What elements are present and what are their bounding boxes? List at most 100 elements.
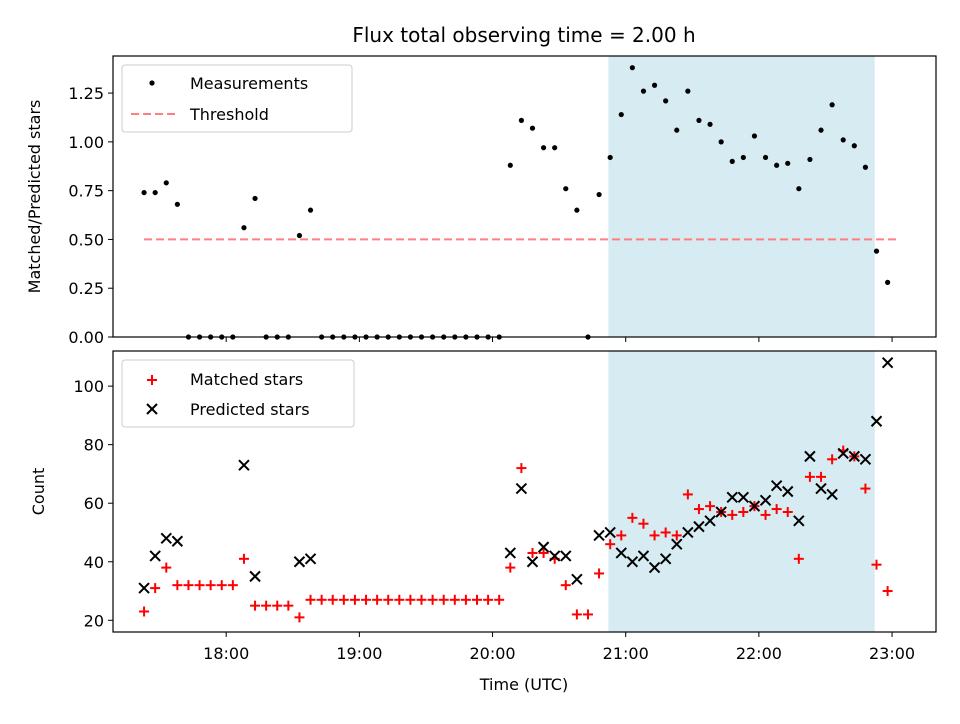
predicted-star-point	[826, 488, 838, 501]
x-axis-label: Time (UTC)	[479, 675, 568, 694]
matched-star-point	[405, 594, 416, 605]
predicted-star-point	[138, 582, 150, 594]
matched-star-point	[560, 580, 571, 591]
matched-star-point	[194, 580, 205, 591]
legend-measurements-marker	[149, 80, 155, 86]
matched-star-point	[760, 509, 771, 520]
x-tick-label: 18:00	[203, 644, 249, 663]
matched-star-point	[793, 553, 804, 564]
measurement-point	[873, 248, 880, 254]
predicted-star-point	[759, 494, 772, 506]
predicted-star-point	[837, 447, 849, 460]
matched-star-point	[383, 594, 394, 605]
predicted-star-point	[848, 450, 861, 463]
bottom-legend-box	[121, 359, 355, 428]
y-tick-label: 20	[84, 611, 104, 630]
measurement-point	[241, 225, 247, 231]
matched-star-point	[738, 506, 749, 517]
y-tick-label: 0.75	[68, 182, 104, 201]
measurement-point	[307, 207, 314, 213]
top-legend-box	[121, 64, 353, 133]
predicted-star-point	[615, 547, 627, 559]
matched-star-point	[227, 580, 238, 591]
predicted-star-point	[648, 561, 661, 574]
matched-star-point	[860, 483, 871, 494]
measurement-point	[651, 82, 658, 88]
measurement-point	[629, 65, 635, 71]
predicted-star-point	[859, 453, 872, 466]
predicted-star-point	[659, 553, 672, 565]
y-tick-label: 0.00	[68, 328, 104, 347]
predicted-star-point	[293, 556, 306, 568]
predicted-star-point	[548, 550, 561, 562]
measurement-point	[818, 127, 824, 133]
matched-star-point	[316, 594, 327, 605]
matched-star-point	[771, 504, 782, 515]
bottom-y-axis-label: Count	[29, 468, 48, 516]
predicted-star-point	[249, 570, 261, 583]
matched-star-point	[261, 600, 272, 611]
matched-star-point	[505, 562, 516, 573]
matched-star-point	[438, 594, 449, 605]
measurement-point	[685, 88, 691, 94]
predicted-star-point	[149, 550, 161, 562]
matched-star-point	[150, 583, 161, 594]
matched-star-point	[372, 594, 383, 605]
measurement-point	[729, 158, 735, 164]
predicted-star-point	[737, 491, 750, 504]
chart-title: Flux total observing time = 2.00 h	[352, 23, 695, 47]
matched-star-point	[705, 501, 716, 512]
measurement-point	[785, 160, 791, 166]
y-tick-label: 40	[84, 553, 104, 572]
matched-star-point	[804, 471, 815, 482]
matched-star-point	[527, 547, 538, 558]
predicted-star-point	[171, 535, 184, 547]
predicted-star-point	[160, 532, 172, 545]
matched-star-point	[693, 504, 704, 515]
matched-star-point	[538, 547, 549, 558]
matched-star-point	[571, 609, 582, 620]
matched-star-point	[472, 594, 483, 605]
matched-star-point	[660, 527, 671, 538]
legend-threshold-label: Threshold	[189, 105, 269, 124]
matched-star-point	[327, 594, 338, 605]
measurement-point	[174, 201, 180, 207]
measurement-point	[674, 127, 680, 133]
measurement-point	[740, 154, 746, 161]
matched-star-point	[827, 454, 838, 465]
measurement-point	[707, 121, 713, 127]
measurement-point	[885, 279, 891, 285]
measurement-point	[607, 154, 613, 161]
legend-matched-marker	[147, 375, 157, 385]
x-tick-label: 19:00	[336, 644, 382, 663]
legend-predicted-marker	[146, 403, 158, 415]
predicted-star-point	[238, 459, 250, 471]
predicted-star-point	[560, 550, 572, 562]
predicted-star-point	[304, 553, 317, 565]
predicted-star-point	[504, 547, 517, 559]
matched-star-point	[394, 594, 405, 605]
measurement-point	[141, 189, 147, 196]
top-legend: Measurements Threshold	[121, 64, 353, 133]
measurement-point	[829, 102, 835, 108]
measurement-point	[507, 162, 513, 168]
measurement-point	[574, 207, 580, 213]
measurement-point	[862, 164, 869, 170]
matched-star-point	[238, 553, 249, 564]
matched-star-point	[871, 559, 882, 570]
measurement-point	[552, 145, 558, 151]
matched-star-point	[882, 586, 893, 597]
matched-star-point	[782, 506, 793, 517]
predicted-star-point	[682, 526, 694, 539]
measurement-point	[840, 137, 846, 143]
predicted-star-point	[515, 482, 528, 495]
matched-star-point	[216, 580, 227, 591]
measurement-point	[163, 180, 169, 186]
predicted-star-point	[671, 538, 683, 550]
bottom-legend: Matched stars Predicted stars	[121, 359, 355, 428]
matched-star-point	[283, 600, 294, 611]
predicted-star-point	[770, 479, 783, 492]
matched-star-point	[594, 568, 605, 579]
y-tick-label: 0.50	[68, 230, 104, 249]
